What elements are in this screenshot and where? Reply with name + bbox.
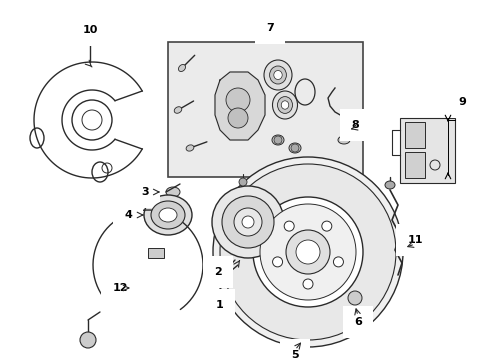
Text: 9: 9 (457, 97, 465, 107)
Text: 8: 8 (350, 120, 358, 130)
Ellipse shape (337, 136, 349, 144)
Text: 12: 12 (112, 283, 127, 293)
Bar (399, 118, 454, 183)
Text: 1: 1 (216, 300, 224, 310)
Ellipse shape (151, 201, 184, 229)
Bar (404, 152, 424, 178)
Ellipse shape (174, 107, 182, 113)
Bar (404, 122, 424, 148)
Ellipse shape (178, 64, 185, 72)
Circle shape (242, 216, 253, 228)
Circle shape (239, 178, 246, 186)
Circle shape (80, 332, 96, 348)
Circle shape (212, 186, 284, 258)
Circle shape (321, 221, 331, 231)
Circle shape (220, 164, 395, 340)
Circle shape (252, 197, 362, 307)
Circle shape (225, 88, 249, 112)
Bar (168, 42, 362, 177)
Circle shape (213, 157, 402, 347)
Circle shape (285, 230, 329, 274)
Ellipse shape (159, 208, 177, 222)
Ellipse shape (271, 135, 284, 145)
Text: 2: 2 (214, 267, 222, 277)
Ellipse shape (186, 145, 194, 151)
Ellipse shape (272, 91, 297, 119)
Circle shape (347, 291, 361, 305)
Circle shape (273, 136, 282, 144)
Circle shape (295, 240, 319, 264)
Text: 4: 4 (124, 210, 132, 220)
Text: 10: 10 (82, 25, 98, 35)
Circle shape (260, 204, 355, 300)
Ellipse shape (269, 66, 286, 84)
Text: 6: 6 (353, 317, 361, 327)
Circle shape (303, 279, 312, 289)
Text: 7: 7 (265, 23, 273, 33)
Text: 3: 3 (141, 187, 148, 197)
Bar (148, 248, 163, 258)
Ellipse shape (143, 195, 192, 235)
Circle shape (234, 208, 262, 236)
Circle shape (272, 257, 282, 267)
Ellipse shape (264, 60, 291, 90)
Ellipse shape (281, 101, 288, 109)
Circle shape (333, 257, 343, 267)
Circle shape (227, 108, 247, 128)
Ellipse shape (165, 187, 180, 197)
Ellipse shape (273, 71, 282, 80)
Ellipse shape (277, 96, 292, 113)
Text: 5: 5 (290, 350, 298, 360)
Text: 11: 11 (407, 235, 422, 245)
Polygon shape (215, 72, 264, 140)
Ellipse shape (288, 143, 301, 153)
Circle shape (222, 196, 273, 248)
Circle shape (290, 144, 298, 152)
Circle shape (284, 221, 294, 231)
Ellipse shape (384, 181, 394, 189)
